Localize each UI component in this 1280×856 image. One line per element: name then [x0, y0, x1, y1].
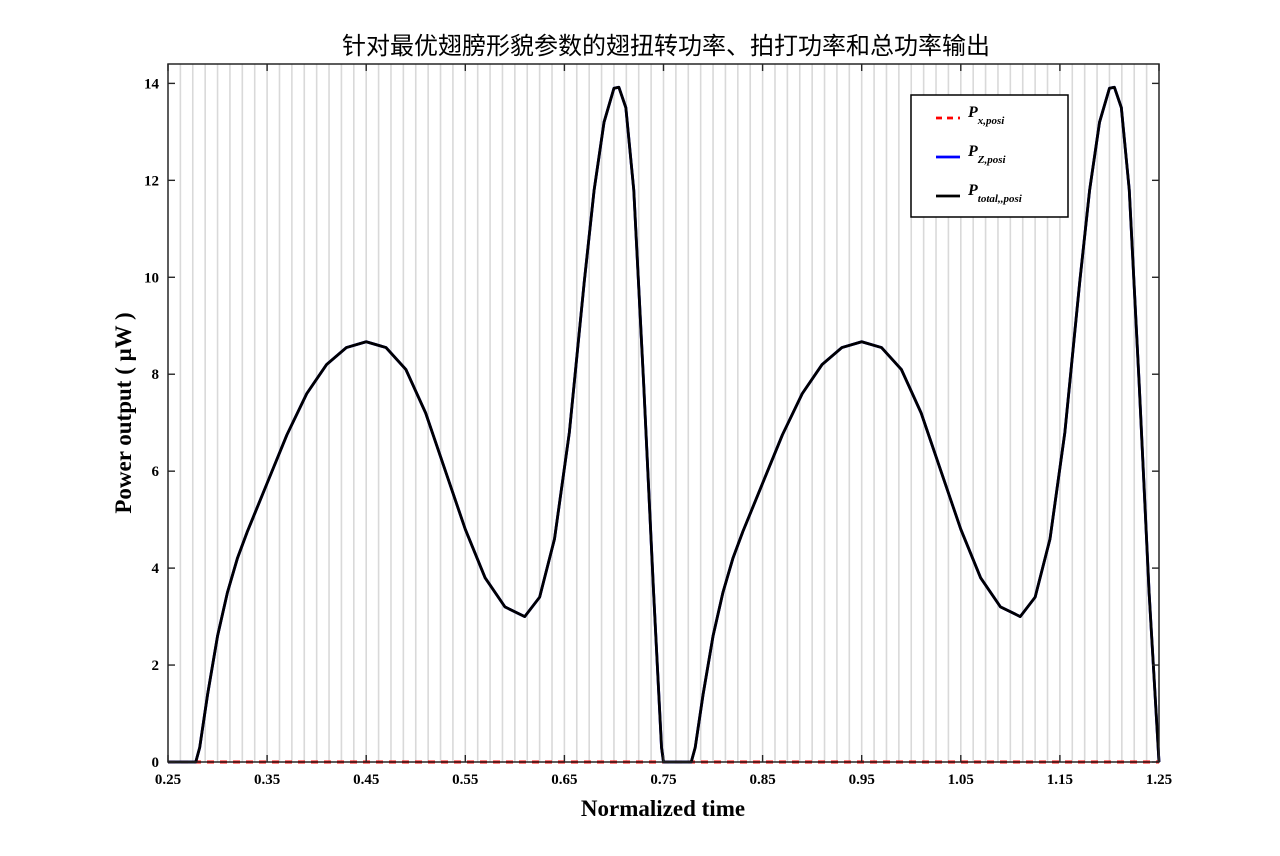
- legend-label: PZ,posi: [967, 143, 1007, 166]
- vertical-gridlines: [179, 64, 1148, 762]
- chart-title: 针对最优翅膀形貌参数的翅扭转功率、拍打功率和总功率输出: [342, 32, 990, 60]
- x-tick-label: 0.65: [551, 772, 577, 788]
- x-tick-label: 1.15: [1047, 772, 1073, 788]
- series-line-total-posi: [168, 85, 1161, 764]
- x-axis-label: Normalized time: [581, 796, 745, 821]
- y-tick-label: 8: [152, 367, 160, 383]
- tick-group: 0.25 0.35 0.45 0.55 0.65 0.75 0.85 0.95 1.05 1.15…: [144, 64, 1172, 788]
- x-tick-label: 0.75: [650, 772, 676, 788]
- x-tick-label: 0.55: [452, 772, 478, 788]
- x-tick-label: 1.25: [1146, 772, 1172, 788]
- y-tick-label: 10: [144, 270, 159, 286]
- x-tick-label: 0.35: [254, 772, 280, 788]
- x-tick-label: 0.45: [353, 772, 379, 788]
- legend-label: Px,posi: [967, 104, 1005, 127]
- y-tick-label: 0: [152, 755, 160, 771]
- legend-label: Ptotal,,posi: [967, 182, 1023, 205]
- x-tick-label: 0.25: [155, 772, 181, 788]
- y-tick-label: 6: [152, 464, 160, 480]
- x-tick-label: 0.95: [849, 772, 875, 788]
- y-tick-label: 2: [152, 658, 160, 674]
- x-tick-label: 0.85: [749, 772, 775, 788]
- x-tick-label: 1.05: [948, 772, 974, 788]
- y-tick-label: 4: [152, 561, 160, 577]
- y-axis-label: Power output ( μW ): [111, 312, 136, 513]
- legend: Px,posi PZ,posi Ptotal,,posi: [910, 94, 1069, 218]
- y-tick-label: 14: [144, 76, 160, 92]
- y-tick-label: 12: [144, 173, 159, 189]
